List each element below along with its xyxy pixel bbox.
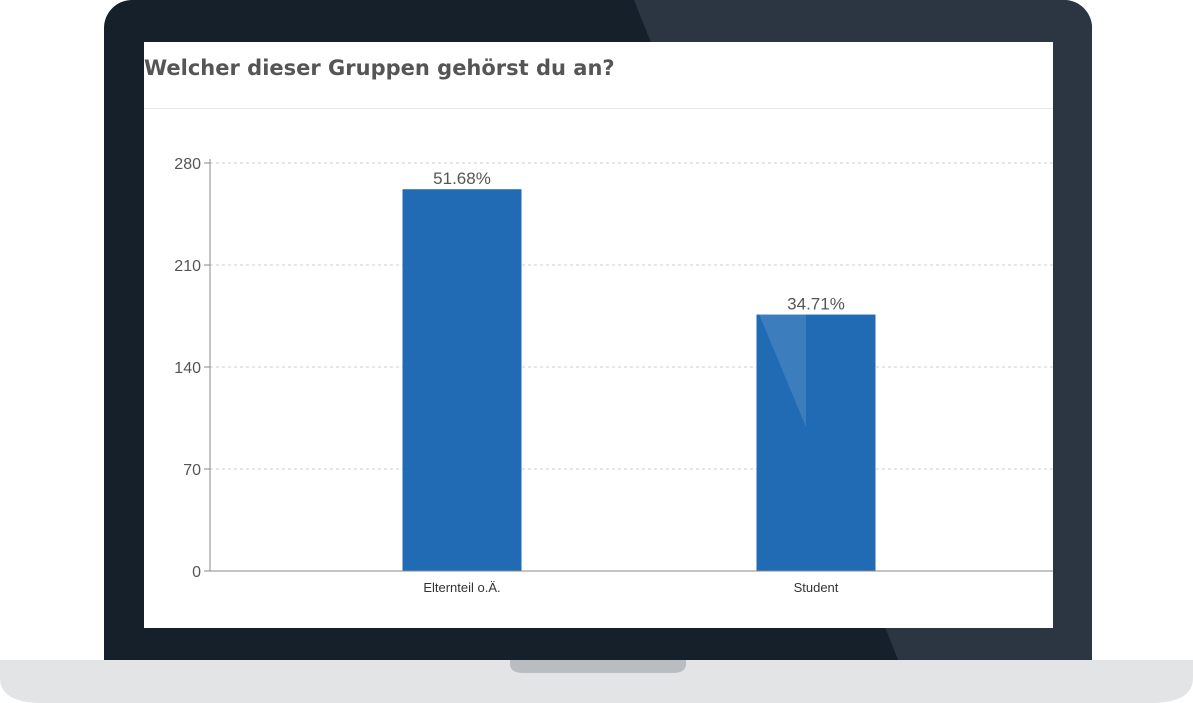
- y-tick-label: 140: [174, 360, 201, 377]
- screen-glare: [759, 314, 806, 427]
- x-tick-label: Student: [794, 580, 839, 595]
- laptop-base: [0, 660, 1193, 703]
- bar-chart: 0 70 140 210 280 51.68% Elternteil o.Ä. 34.71% S…: [174, 156, 1053, 595]
- y-tick-label: 210: [174, 258, 201, 275]
- screen: Welcher dieser Gruppen gehörst du an? 0 7…: [144, 42, 1053, 628]
- y-tick-label: 0: [192, 564, 201, 581]
- chart-title: Welcher dieser Gruppen gehörst du an?: [144, 56, 615, 80]
- title-divider: [144, 108, 1053, 109]
- x-tick-label: Elternteil o.Ä.: [423, 580, 500, 595]
- data-label: 51.68%: [433, 169, 491, 188]
- y-tick-label: 70: [183, 462, 201, 479]
- y-tick-label: 280: [174, 156, 201, 173]
- laptop-notch: [510, 660, 686, 673]
- bar: [402, 189, 522, 571]
- bar: [756, 314, 876, 571]
- data-label: 34.71%: [787, 295, 845, 314]
